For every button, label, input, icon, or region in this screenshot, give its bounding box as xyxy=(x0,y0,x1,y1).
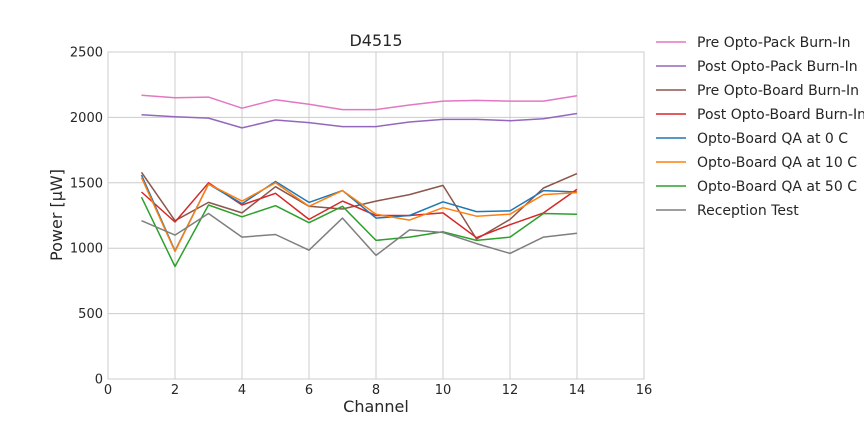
chart-title: D4515 xyxy=(349,31,402,50)
legend-label: Opto-Board QA at 50 C xyxy=(697,179,857,195)
legend-label: Pre Opto-Pack Burn-In xyxy=(697,35,851,51)
x-tick-label: 0 xyxy=(104,383,112,398)
y-tick-label: 0 xyxy=(95,373,103,388)
x-axis-title: Channel xyxy=(343,397,409,416)
series-line xyxy=(140,177,578,253)
tick-labels: 0 2 4 6 8 10 12 14 16 0 500 1000 1500 2000 2500 xyxy=(70,46,652,399)
series-line xyxy=(141,94,578,111)
x-tick-label: 8 xyxy=(372,383,380,398)
series-lines xyxy=(140,94,578,268)
x-tick-label: 2 xyxy=(171,383,179,398)
y-tick-label: 500 xyxy=(78,307,103,322)
y-tick-label: 1000 xyxy=(70,242,103,257)
legend-label: Post Opto-Pack Burn-In xyxy=(697,59,858,75)
series-line xyxy=(141,212,578,257)
legend: Pre Opto-Pack Burn-In Post Opto-Pack Burn… xyxy=(656,35,864,219)
x-tick-label: 16 xyxy=(636,383,653,398)
series-line xyxy=(140,196,578,268)
y-tick-label: 2500 xyxy=(70,46,103,61)
x-tick-label: 10 xyxy=(435,383,452,398)
plot-frame xyxy=(107,51,645,380)
legend-label: Opto-Board QA at 0 C xyxy=(697,131,848,147)
series-line xyxy=(141,112,578,129)
x-tick-label: 14 xyxy=(569,383,586,398)
y-axis-title: Power [μW] xyxy=(47,169,66,261)
x-tick-label: 12 xyxy=(502,383,519,398)
legend-label: Reception Test xyxy=(697,203,799,219)
x-tick-label: 6 xyxy=(305,383,313,398)
legend-label: Pre Opto-Board Burn-In xyxy=(697,83,859,99)
y-tick-label: 2000 xyxy=(70,111,103,126)
plot-area xyxy=(107,51,645,380)
x-tick-label: 4 xyxy=(238,383,246,398)
legend-label: Opto-Board QA at 10 C xyxy=(697,155,857,171)
y-tick-label: 1500 xyxy=(70,176,103,191)
legend-label: Post Opto-Board Burn-In xyxy=(697,107,864,123)
